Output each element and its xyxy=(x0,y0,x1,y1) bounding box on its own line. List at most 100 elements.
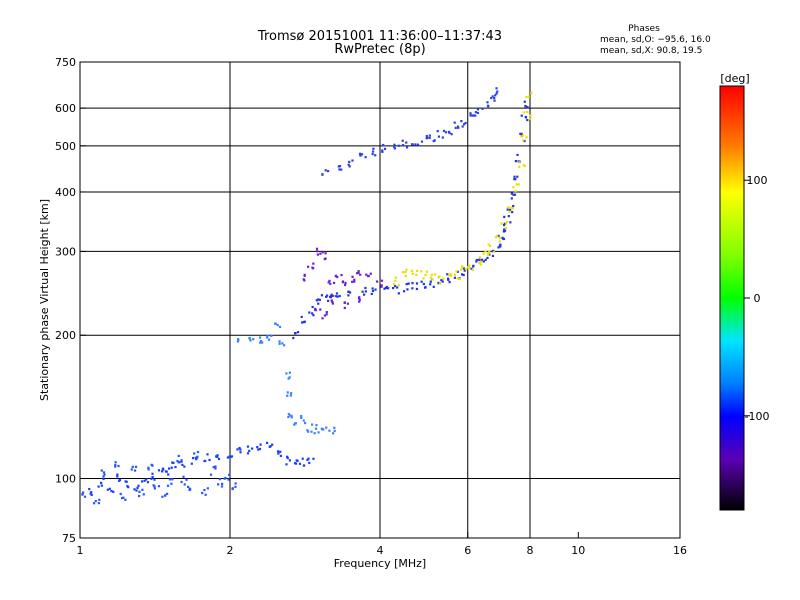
echo-point xyxy=(286,394,289,397)
echo-point xyxy=(216,455,219,458)
echo-point xyxy=(491,254,495,258)
echo-point xyxy=(394,279,397,282)
echo-point xyxy=(481,107,484,110)
echo-point xyxy=(311,312,314,315)
echo-point xyxy=(203,459,206,463)
echo-point xyxy=(301,321,304,324)
echo-point xyxy=(335,292,339,295)
echo-point xyxy=(414,143,417,146)
echo-point xyxy=(507,215,510,218)
echo-point xyxy=(425,270,429,273)
echo-point xyxy=(348,160,351,164)
echo-point xyxy=(130,468,133,471)
echo-point xyxy=(520,114,523,117)
echo-point xyxy=(476,108,480,111)
echo-point xyxy=(348,291,352,294)
echo-point xyxy=(331,300,334,304)
echo-point xyxy=(467,266,470,269)
echo-point xyxy=(313,432,316,435)
colorbar-tick-label: -100 xyxy=(745,410,770,423)
echo-point xyxy=(108,487,111,490)
echo-point xyxy=(456,277,459,280)
echo-point xyxy=(246,452,250,455)
echo-point xyxy=(513,193,517,196)
echo-point xyxy=(138,490,141,493)
echo-point xyxy=(510,192,513,195)
echo-point xyxy=(393,285,397,288)
echo-point xyxy=(338,168,341,171)
echo-point xyxy=(357,270,360,273)
echo-point xyxy=(239,451,242,454)
echo-point xyxy=(422,277,425,280)
echo-point xyxy=(325,295,328,298)
echo-point xyxy=(446,273,449,276)
echo-point xyxy=(236,448,239,451)
echo-point xyxy=(476,111,480,115)
echo-point xyxy=(524,105,527,108)
echo-point xyxy=(271,443,274,446)
echo-point xyxy=(405,283,408,286)
echo-point xyxy=(176,459,179,463)
echo-point xyxy=(261,341,264,344)
echo-point xyxy=(438,282,442,285)
echo-point xyxy=(498,236,501,239)
echo-point xyxy=(278,342,281,345)
echo-point xyxy=(194,456,198,459)
echo-point xyxy=(497,234,500,237)
echo-point xyxy=(359,152,362,155)
echo-point xyxy=(288,376,291,379)
echo-point xyxy=(374,154,377,157)
echo-point xyxy=(380,284,383,287)
echo-point xyxy=(236,338,240,341)
echo-point xyxy=(518,161,521,164)
echo-point xyxy=(504,226,507,230)
echo-point xyxy=(520,135,523,138)
echo-point xyxy=(326,169,330,173)
echo-point xyxy=(492,250,496,254)
echo-point xyxy=(290,414,293,417)
echo-point xyxy=(110,489,113,493)
echo-point xyxy=(436,130,439,133)
echo-point xyxy=(328,279,331,283)
echo-point xyxy=(486,104,490,107)
echo-point xyxy=(114,461,117,464)
echo-point xyxy=(441,280,444,283)
echo-point xyxy=(157,469,161,472)
echo-point xyxy=(332,281,336,285)
echo-point xyxy=(364,290,367,293)
echo-point xyxy=(336,295,339,298)
echo-point xyxy=(440,279,443,282)
echo-point xyxy=(102,477,105,481)
echo-point xyxy=(370,292,373,296)
echo-point xyxy=(525,95,528,99)
echo-point xyxy=(453,121,456,124)
echo-point xyxy=(293,423,296,426)
x-axis-label: Frequency [MHz] xyxy=(334,557,426,570)
echo-point xyxy=(502,223,506,227)
echo-point xyxy=(336,275,339,279)
echo-point xyxy=(117,464,120,468)
echo-point xyxy=(146,481,150,484)
echo-point xyxy=(401,144,405,147)
echo-point xyxy=(487,253,490,256)
echo-point xyxy=(456,270,459,273)
echo-point xyxy=(482,260,485,263)
echo-point xyxy=(495,92,498,95)
x-tick-label: 16 xyxy=(673,544,687,557)
echo-point xyxy=(372,147,375,150)
echo-point xyxy=(518,165,521,168)
echo-point xyxy=(353,278,356,281)
echo-point xyxy=(201,491,204,495)
echo-point xyxy=(307,457,310,460)
echo-point xyxy=(319,252,322,255)
echo-point xyxy=(135,489,138,492)
echo-point xyxy=(227,478,230,481)
echo-point xyxy=(366,274,370,278)
echo-point xyxy=(137,484,140,487)
echo-point xyxy=(166,484,170,487)
y-axis-ticks: 75 100 200 300 400 500 600 750 xyxy=(55,56,86,545)
echo-point xyxy=(371,152,374,156)
echo-point xyxy=(314,307,317,310)
echo-point xyxy=(520,132,523,135)
echo-point xyxy=(153,487,157,490)
